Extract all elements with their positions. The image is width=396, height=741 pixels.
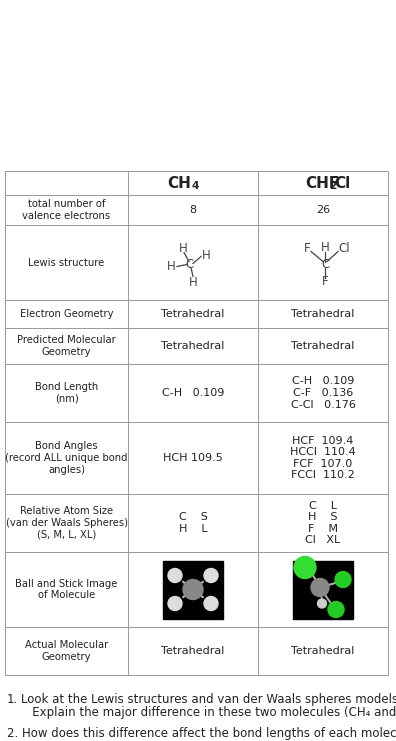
Text: 4: 4 (192, 181, 199, 191)
Text: Tetrahedral: Tetrahedral (161, 646, 225, 656)
Circle shape (335, 571, 351, 588)
Circle shape (168, 568, 182, 582)
Text: C: C (186, 258, 194, 271)
Circle shape (328, 602, 344, 617)
Text: Relative Atom Size
(van der Waals Spheres)
(S, M, L, XL): Relative Atom Size (van der Waals Sphere… (6, 506, 128, 539)
Text: C-H   0.109
C-F   0.136
C-Cl   0.176: C-H 0.109 C-F 0.136 C-Cl 0.176 (291, 376, 356, 410)
Text: CHF: CHF (305, 176, 339, 190)
Text: Tetrahedral: Tetrahedral (291, 646, 355, 656)
Text: HCF  109.4
HCCl  110.4
FCF  107.0
FCCl  110.2: HCF 109.4 HCCl 110.4 FCF 107.0 FCCl 110.… (290, 436, 356, 480)
Text: 8: 8 (189, 205, 196, 215)
Text: Lewis structure: Lewis structure (29, 258, 105, 268)
Text: Tetrahedral: Tetrahedral (291, 309, 355, 319)
Text: C    S
H    L: C S H L (179, 512, 208, 534)
Text: H: H (167, 260, 175, 273)
Circle shape (183, 579, 203, 599)
Text: Cl: Cl (338, 242, 350, 255)
Text: C: C (321, 258, 329, 271)
Text: C    L
H    S
F    M
Cl   XL: C L H S F M Cl XL (305, 501, 341, 545)
Bar (163, 560, 223, 619)
Text: Explain the major difference in these two molecules (CH₄ and CHF₂Cl)?: Explain the major difference in these tw… (21, 706, 396, 719)
Circle shape (168, 597, 182, 611)
Circle shape (311, 579, 329, 597)
Text: 2: 2 (329, 181, 336, 191)
Text: Bond Angles
(record ALL unique bond
angles): Bond Angles (record ALL unique bond angl… (5, 442, 128, 474)
Text: Tetrahedral: Tetrahedral (161, 341, 225, 351)
Text: C-H   0.109: C-H 0.109 (162, 388, 224, 398)
Text: H: H (321, 241, 329, 254)
Text: Tetrahedral: Tetrahedral (161, 309, 225, 319)
Text: F: F (322, 275, 328, 288)
Text: Predicted Molecular
Geometry: Predicted Molecular Geometry (17, 335, 116, 357)
Text: F: F (304, 242, 310, 255)
Circle shape (318, 599, 326, 608)
Text: 1.: 1. (7, 693, 18, 706)
Text: Look at the Lewis structures and van der Waals spheres models.: Look at the Lewis structures and van der… (21, 693, 396, 706)
Text: Ball and Stick Image
of Molecule: Ball and Stick Image of Molecule (15, 579, 118, 600)
Text: Actual Molecular
Geometry: Actual Molecular Geometry (25, 640, 108, 662)
Circle shape (204, 568, 218, 582)
Text: CH: CH (167, 176, 191, 190)
Text: Cl: Cl (334, 176, 350, 190)
Text: Bond Length
(nm): Bond Length (nm) (35, 382, 98, 404)
Text: Tetrahedral: Tetrahedral (291, 341, 355, 351)
Text: H: H (202, 249, 210, 262)
Circle shape (204, 597, 218, 611)
Circle shape (294, 556, 316, 579)
Text: 26: 26 (316, 205, 330, 215)
Text: total number of
valence electrons: total number of valence electrons (23, 199, 110, 221)
Text: H: H (179, 242, 187, 255)
Bar (293, 560, 353, 619)
Text: 2. How does this difference affect the bond lengths of each molecule?: 2. How does this difference affect the b… (7, 727, 396, 740)
Text: H: H (188, 276, 197, 289)
Text: HCH 109.5: HCH 109.5 (163, 453, 223, 463)
Text: Electron Geometry: Electron Geometry (20, 309, 113, 319)
